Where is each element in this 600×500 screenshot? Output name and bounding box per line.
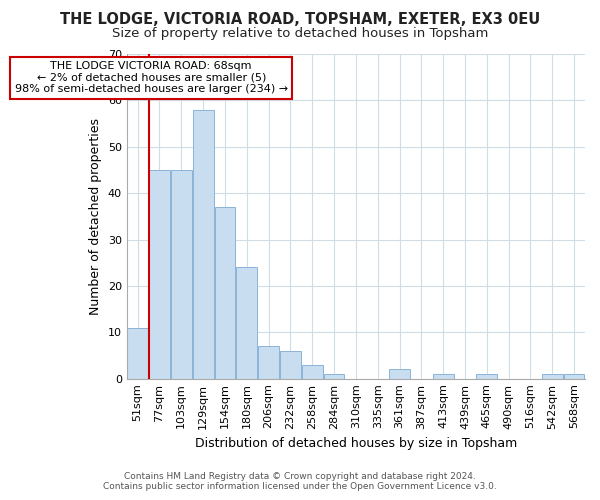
Bar [323,374,344,378]
Bar [193,110,214,378]
Text: THE LODGE, VICTORIA ROAD, TOPSHAM, EXETER, EX3 0EU: THE LODGE, VICTORIA ROAD, TOPSHAM, EXETE… [60,12,540,28]
Text: Size of property relative to detached houses in Topsham: Size of property relative to detached ho… [112,28,488,40]
Bar [280,351,301,378]
X-axis label: Distribution of detached houses by size in Topsham: Distribution of detached houses by size … [195,437,517,450]
Bar [542,374,563,378]
Text: THE LODGE VICTORIA ROAD: 68sqm
← 2% of detached houses are smaller (5)
98% of se: THE LODGE VICTORIA ROAD: 68sqm ← 2% of d… [14,61,288,94]
Bar [433,374,454,378]
Bar [258,346,279,378]
Bar [215,207,235,378]
Bar [127,328,148,378]
Bar [389,370,410,378]
Bar [149,170,170,378]
Text: Contains HM Land Registry data © Crown copyright and database right 2024.
Contai: Contains HM Land Registry data © Crown c… [103,472,497,491]
Bar [236,268,257,378]
Y-axis label: Number of detached properties: Number of detached properties [89,118,102,315]
Bar [171,170,191,378]
Bar [564,374,584,378]
Bar [302,365,323,378]
Bar [476,374,497,378]
